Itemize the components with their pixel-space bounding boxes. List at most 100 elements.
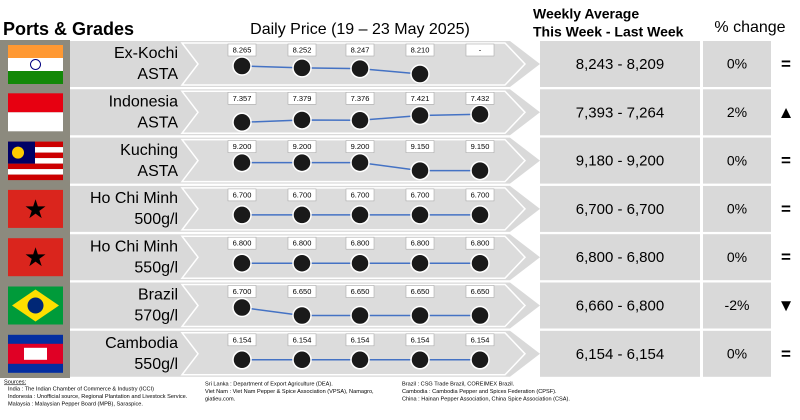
price-dot bbox=[232, 205, 252, 225]
price-label-box bbox=[405, 92, 435, 105]
flag bbox=[8, 112, 63, 132]
price-label-box bbox=[405, 236, 435, 250]
grade: 570g/l bbox=[134, 308, 178, 325]
price-label-box bbox=[345, 188, 375, 202]
price-label-box bbox=[345, 43, 375, 57]
price-label-box bbox=[345, 92, 375, 105]
price-label: 6.650 bbox=[411, 287, 430, 296]
port-name: Indonesia bbox=[109, 94, 178, 111]
change-indicator: = bbox=[781, 248, 791, 267]
price-label: 7.379 bbox=[293, 94, 312, 103]
sources-title: Sources: bbox=[4, 379, 27, 385]
port-name: Ex-Kochi bbox=[114, 45, 178, 62]
price-label: 6.800 bbox=[293, 239, 312, 248]
change-box bbox=[703, 137, 771, 184]
percent-change: 0% bbox=[727, 249, 747, 265]
weekly-average: 6,700 - 6,700 bbox=[576, 201, 664, 218]
price-line bbox=[241, 65, 421, 75]
price-label-box bbox=[227, 43, 257, 57]
price-dot bbox=[232, 350, 252, 370]
change-box bbox=[703, 282, 771, 329]
change-indicator: ▲ bbox=[778, 103, 795, 122]
price-label: 6.700 bbox=[411, 190, 430, 199]
price-dot bbox=[292, 110, 312, 130]
price-label-box bbox=[345, 333, 375, 347]
weekly-average: 6,800 - 6,800 bbox=[576, 249, 664, 266]
flag bbox=[8, 58, 63, 71]
price-label: 8.210 bbox=[411, 45, 430, 54]
price-label: 6.154 bbox=[471, 335, 490, 344]
price-label-box bbox=[227, 236, 257, 250]
price-label-box bbox=[405, 188, 435, 202]
price-label: 6.700 bbox=[471, 190, 490, 199]
price-label-box bbox=[287, 140, 317, 153]
price-dot bbox=[410, 64, 430, 84]
price-label: 9.200 bbox=[293, 142, 312, 151]
price-label-box bbox=[465, 285, 495, 298]
weekly-average: 6,660 - 6,800 bbox=[576, 297, 664, 314]
price-dot bbox=[232, 152, 252, 173]
weekly-box bbox=[540, 89, 700, 136]
price-dot bbox=[470, 305, 490, 326]
flag bbox=[12, 146, 24, 159]
percent-change: 0% bbox=[727, 346, 747, 362]
price-dot bbox=[350, 253, 370, 273]
price-label: 7.357 bbox=[233, 94, 252, 103]
weekly-average: 8,243 - 8,209 bbox=[576, 56, 664, 73]
price-label: 8.247 bbox=[351, 45, 370, 54]
flag bbox=[8, 45, 63, 58]
flag bbox=[8, 93, 63, 113]
price-dot bbox=[350, 58, 370, 79]
price-label: 6.154 bbox=[351, 335, 370, 344]
flag bbox=[8, 169, 63, 175]
change-box bbox=[703, 41, 771, 87]
weekly-box bbox=[540, 234, 700, 281]
port-name: Cambodia bbox=[105, 335, 178, 352]
chart-arrow bbox=[180, 90, 527, 135]
price-dot bbox=[470, 205, 490, 225]
weekly-box bbox=[540, 282, 700, 329]
change-indicator: = bbox=[781, 344, 791, 363]
price-label-box bbox=[287, 333, 317, 347]
price-dot bbox=[470, 350, 490, 370]
source-line: Viet Nam : Viet Nam Pepper & Spice Assoc… bbox=[205, 389, 374, 395]
price-dot bbox=[410, 305, 430, 326]
price-dot bbox=[232, 56, 252, 76]
port-name: Brazil bbox=[138, 287, 178, 304]
weekly-box bbox=[540, 185, 700, 232]
flag bbox=[8, 238, 63, 277]
source-line: Cambodia : Cambodia Pepper and Spices Fe… bbox=[402, 389, 557, 395]
change-box bbox=[703, 89, 771, 136]
price-dot bbox=[232, 297, 252, 318]
port-name: Ho Chi Minh bbox=[90, 190, 178, 207]
price-label-box bbox=[287, 236, 317, 250]
change-indicator: = bbox=[781, 54, 791, 73]
percent-change: -2% bbox=[725, 297, 750, 313]
price-label-box bbox=[287, 188, 317, 202]
percent-change: 0% bbox=[727, 152, 747, 168]
change-indicator: = bbox=[781, 199, 791, 218]
price-label: 6.154 bbox=[411, 335, 430, 344]
price-label: 6.800 bbox=[233, 239, 252, 248]
price-dot bbox=[292, 305, 312, 326]
price-label: 7.421 bbox=[411, 94, 430, 103]
port-name: Ho Chi Minh bbox=[90, 238, 178, 255]
source-line: India : The Indian Chamber of Commerce &… bbox=[8, 386, 154, 392]
price-dot bbox=[470, 253, 490, 273]
price-label-box bbox=[405, 43, 435, 57]
flag bbox=[30, 59, 41, 70]
source-line: Malaysia : Malaysian Pepper Board (MPB),… bbox=[8, 401, 143, 407]
price-label-box bbox=[465, 188, 495, 202]
grade: ASTA bbox=[137, 66, 178, 83]
price-dot bbox=[350, 110, 370, 131]
price-label: 6.650 bbox=[471, 287, 490, 296]
percent-change: 2% bbox=[727, 104, 747, 120]
price-label: 6.154 bbox=[233, 335, 252, 344]
price-dot bbox=[410, 253, 430, 273]
price-label-box bbox=[405, 333, 435, 347]
price-label: 8.265 bbox=[233, 45, 252, 54]
price-dot bbox=[410, 205, 430, 225]
price-dot bbox=[292, 350, 312, 370]
price-label-box bbox=[227, 333, 257, 347]
